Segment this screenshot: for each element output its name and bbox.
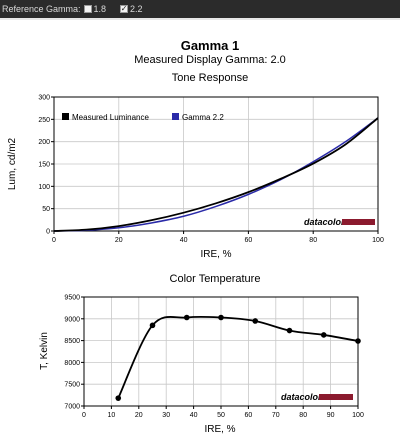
tone-y-tick-label: 150 [38, 162, 50, 169]
reference-gamma-toolbar: Reference Gamma: 1.8 ✓ 2.2 [0, 0, 400, 18]
color-temperature-chart: Color Temperature 0 10 20 30 40 50 60 70 80 90 100… [39, 273, 364, 435]
temp-x-tick-label: 40 [190, 412, 198, 419]
tone-x-tick-label: 60 [245, 237, 253, 244]
tone-x-tick-label: 0 [52, 237, 56, 244]
temp-y-tick-label: 7000 [64, 404, 80, 411]
datacolor-logo-text-2: datacolor [281, 392, 322, 402]
temp-data-point [218, 314, 224, 321]
datacolor-logo-bar [342, 219, 375, 225]
tone-series-line-0 [53, 117, 379, 232]
temp-x-tick-label: 70 [272, 412, 280, 419]
tone-y-tick-label: 100 [38, 184, 50, 191]
gamma-option-1-8[interactable]: 1.8 [83, 4, 107, 14]
tone-series-line-1 [53, 117, 379, 232]
temp-data-point [355, 338, 361, 344]
temp-x-tick-label: 30 [162, 412, 170, 419]
gamma-1-8-checkbox[interactable] [83, 5, 92, 13]
toolbar-divider [0, 18, 400, 20]
temp-data-point [149, 322, 156, 329]
gamma-2-2-checkbox[interactable]: ✓ [120, 4, 129, 13]
temp-data-point [320, 332, 327, 338]
temp-y-tick-label: 8000 [64, 360, 80, 367]
gamma-2-2-label: 2.2 [130, 4, 143, 14]
temp-x-axis-label: IRE, % [204, 424, 235, 435]
tone-y-axis-label: Lum, cd/m2 [7, 137, 18, 190]
temp-y-tick-label: 9500 [64, 295, 80, 302]
temp-data-point [286, 327, 293, 334]
temp-x-tick-label: 20 [135, 412, 143, 419]
temp-x-tick-label: 10 [108, 412, 116, 419]
temp-y-tick-label: 9000 [64, 316, 80, 323]
temp-x-tick-label: 80 [299, 412, 307, 419]
legend-swatch-gamma [172, 113, 179, 120]
temp-data-point [183, 314, 190, 321]
temp-x-tick-label: 90 [327, 412, 335, 419]
tone-y-tick-label: 0 [46, 229, 50, 236]
tone-y-tick-label: 300 [38, 95, 50, 102]
tone-y-tick-label: 200 [38, 139, 50, 146]
datacolor-logo-text: datacolor [304, 217, 345, 227]
tone-x-axis-label: IRE, % [200, 249, 231, 260]
tone-chart-title: Tone Response [172, 72, 248, 84]
temp-x-tick-label: 60 [245, 412, 253, 419]
temp-series-line-0 [117, 315, 359, 399]
gamma-option-2-2[interactable]: ✓ 2.2 [120, 4, 143, 14]
gamma-1-8-label: 1.8 [93, 4, 107, 14]
legend-swatch-measured [62, 113, 69, 120]
temp-x-tick-label: 100 [352, 412, 364, 419]
temp-y-axis-label: T, Kelvin [39, 332, 50, 370]
datacolor-logo: datacolor [304, 217, 375, 227]
page-subtitle: Measured Display Gamma: 2.0 [134, 54, 286, 66]
datacolor-logo-bar-2 [319, 394, 353, 400]
temp-x-tick-label: 0 [82, 412, 86, 419]
tone-x-tick-label: 20 [115, 237, 123, 244]
datacolor-logo-2: datacolor [281, 392, 353, 402]
tone-y-tick-label: 250 [38, 117, 50, 124]
legend-label-gamma: Gamma 2.2 [182, 113, 224, 122]
tone-y-tick-label: 50 [42, 206, 50, 213]
temp-x-tick-label: 50 [217, 412, 225, 419]
legend-label-measured: Measured Luminance [72, 113, 149, 122]
temp-y-tick-label: 8500 [64, 338, 80, 345]
temp-data-point [115, 395, 122, 401]
reference-gamma-label: Reference Gamma: [2, 4, 81, 14]
tone-legend: Measured Luminance Gamma 2.2 [62, 113, 224, 122]
temp-chart-title: Color Temperature [170, 273, 261, 285]
temp-y-tick-label: 7500 [64, 382, 80, 389]
tone-x-tick-label: 100 [372, 237, 384, 244]
page-title: Gamma 1 [181, 38, 240, 53]
tone-x-tick-label: 40 [180, 237, 188, 244]
temp-data-point [252, 318, 259, 324]
tone-response-chart: Tone Response 0 20 40 60 80 100 0 50 100 150 200 25… [7, 72, 384, 260]
tone-x-tick-label: 80 [309, 237, 317, 244]
